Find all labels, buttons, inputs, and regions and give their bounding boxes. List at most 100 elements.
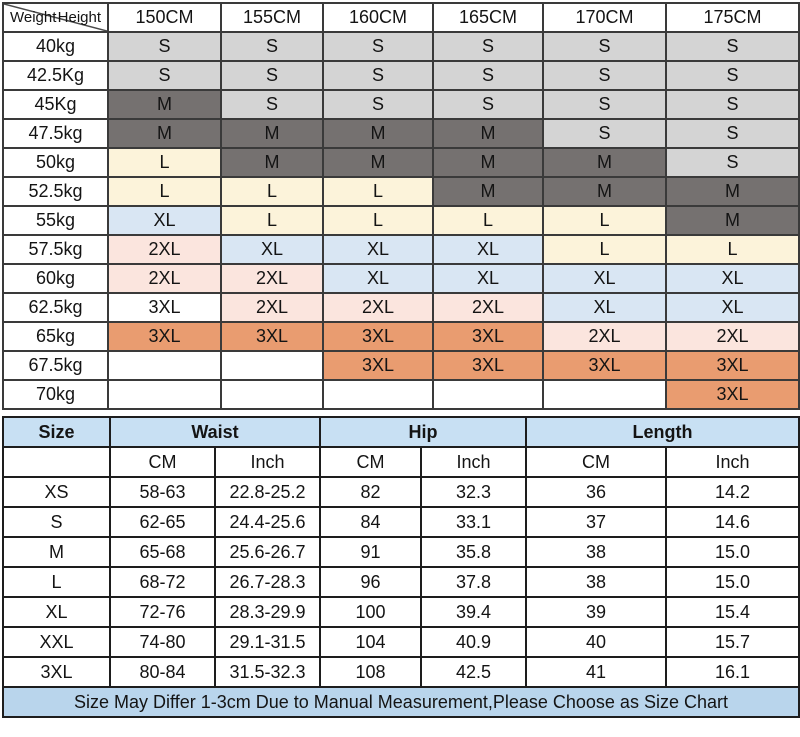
matrix-row: 50kg L M M M M S [2, 147, 800, 178]
weight-label: 65kg [2, 321, 109, 352]
measure-value: 39.4 [420, 596, 527, 628]
size-cell: M [542, 176, 667, 207]
unit-label: Inch [420, 446, 527, 478]
size-label: XL [2, 596, 111, 628]
size-cell: L [322, 205, 434, 236]
size-cell: XL [665, 292, 800, 323]
size-cell: S [107, 31, 222, 62]
matrix-row: 45Kg M S S S S S [2, 89, 800, 120]
size-cell: S [665, 89, 800, 120]
matrix-row: 57.5kg 2XL XL XL XL L L [2, 234, 800, 265]
measure-value: 15.7 [665, 626, 800, 658]
measure-row: 3XL 80-84 31.5-32.3 108 42.5 41 16.1 [2, 656, 800, 688]
weight-label: 40kg [2, 31, 109, 62]
empty-cell [322, 379, 434, 410]
matrix-row: 47.5kg M M M M S S [2, 118, 800, 149]
size-label: XXL [2, 626, 111, 658]
height-header: 170CM [542, 2, 667, 33]
height-header: 150CM [107, 2, 222, 33]
size-cell: M [107, 89, 222, 120]
measure-value: 32.3 [420, 476, 527, 508]
size-cell: L [322, 176, 434, 207]
weight-label: 50kg [2, 147, 109, 178]
measure-value: 15.0 [665, 536, 800, 568]
size-cell: M [432, 147, 544, 178]
size-cell: M [432, 118, 544, 149]
corner-weight-label: Weight [10, 9, 57, 26]
size-cell: 2XL [107, 234, 222, 265]
size-cell: XL [107, 205, 222, 236]
weight-label: 70kg [2, 379, 109, 410]
weight-label: 60kg [2, 263, 109, 294]
size-cell: S [322, 31, 434, 62]
measure-value: 14.6 [665, 506, 800, 538]
note-row: Size May Differ 1-3cm Due to Manual Meas… [2, 686, 800, 718]
measure-value: 74-80 [109, 626, 216, 658]
size-cell: L [665, 234, 800, 265]
size-cell: XL [432, 234, 544, 265]
matrix-row: 42.5Kg S S S S S S [2, 60, 800, 91]
size-cell: M [432, 176, 544, 207]
size-cell: S [542, 60, 667, 91]
size-cell: 2XL [322, 292, 434, 323]
weight-label: 62.5kg [2, 292, 109, 323]
measure-value: 14.2 [665, 476, 800, 508]
size-cell: L [220, 205, 324, 236]
weight-height-size-matrix: Weight Height 150CM 155CM 160CM 165CM 170CM 1… [2, 2, 800, 410]
measure-value: 58-63 [109, 476, 216, 508]
measure-value: 68-72 [109, 566, 216, 598]
size-label: M [2, 536, 111, 568]
measure-column-header: Size [2, 416, 111, 448]
height-header: 155CM [220, 2, 324, 33]
unit-label: Inch [214, 446, 321, 478]
size-cell: XL [322, 263, 434, 294]
size-cell: 2XL [220, 292, 324, 323]
measure-header-row: Size Waist Hip Length [2, 416, 800, 448]
measure-value: 96 [319, 566, 422, 598]
size-cell: XL [220, 234, 324, 265]
unit-label: CM [525, 446, 667, 478]
measurements-table: Size Waist Hip Length CM Inch CM Inch CM Inch XS… [2, 416, 800, 718]
size-cell: M [220, 118, 324, 149]
size-cell: M [220, 147, 324, 178]
size-cell: S [665, 118, 800, 149]
corner-weight-height-cell: Weight Height [2, 2, 109, 33]
size-cell: 3XL [107, 292, 222, 323]
measure-value: 25.6-26.7 [214, 536, 321, 568]
measure-value: 40 [525, 626, 667, 658]
size-cell: S [220, 31, 324, 62]
measure-value: 37 [525, 506, 667, 538]
size-cell: S [432, 89, 544, 120]
size-cell: L [542, 205, 667, 236]
size-cell: M [665, 205, 800, 236]
size-cell: S [665, 31, 800, 62]
measure-row: XL 72-76 28.3-29.9 100 39.4 39 15.4 [2, 596, 800, 628]
measure-value: 100 [319, 596, 422, 628]
measure-value: 104 [319, 626, 422, 658]
size-label: 3XL [2, 656, 111, 688]
unit-label: CM [319, 446, 422, 478]
size-cell: 3XL [542, 350, 667, 381]
size-cell: XL [432, 263, 544, 294]
empty-cell [107, 379, 222, 410]
size-cell: 2XL [107, 263, 222, 294]
measure-row: L 68-72 26.7-28.3 96 37.8 38 15.0 [2, 566, 800, 598]
size-cell: 2XL [432, 292, 544, 323]
weight-label: 42.5Kg [2, 60, 109, 91]
measure-value: 16.1 [665, 656, 800, 688]
size-cell: S [542, 118, 667, 149]
size-cell: S [220, 60, 324, 91]
size-cell: L [542, 234, 667, 265]
matrix-row: 70kg 3XL [2, 379, 800, 410]
weight-label: 57.5kg [2, 234, 109, 265]
size-cell: XL [542, 263, 667, 294]
empty-cell [220, 350, 324, 381]
weight-label: 55kg [2, 205, 109, 236]
measure-value: 41 [525, 656, 667, 688]
size-cell: M [542, 147, 667, 178]
size-cell: S [107, 60, 222, 91]
measure-value: 82 [319, 476, 422, 508]
size-cell: XL [665, 263, 800, 294]
measure-column-header: Waist [109, 416, 321, 448]
